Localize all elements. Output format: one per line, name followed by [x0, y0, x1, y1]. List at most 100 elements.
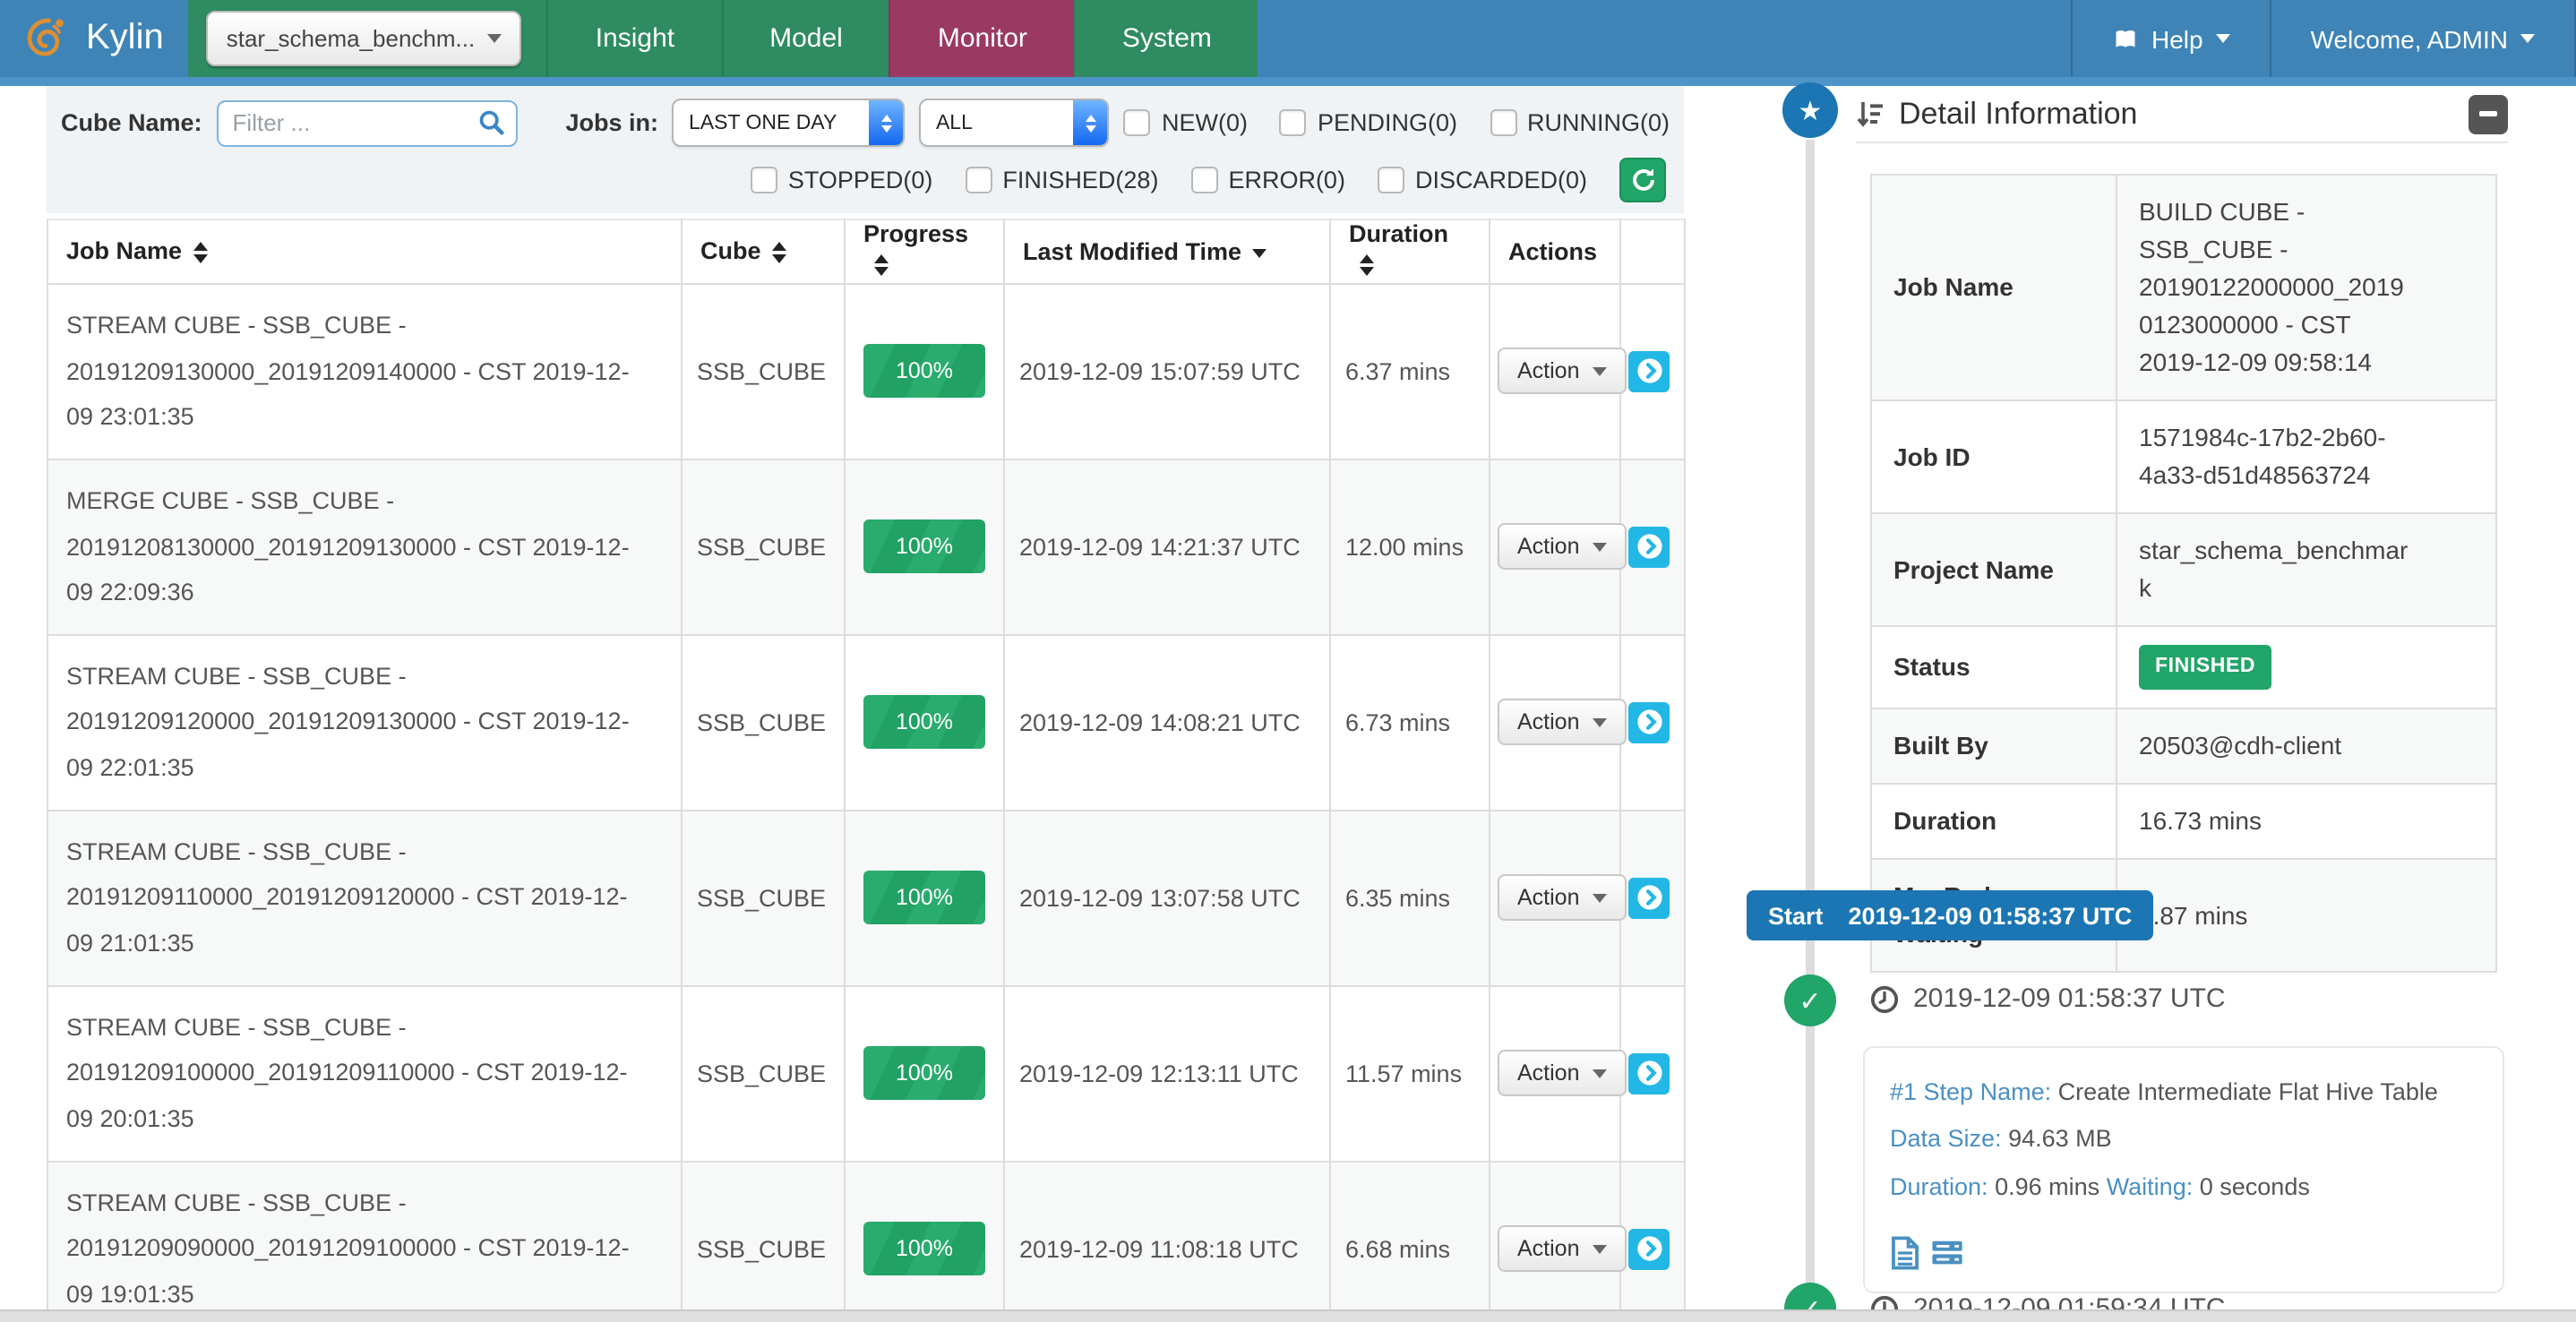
step-log-button[interactable]: [1890, 1236, 1920, 1270]
checkbox-icon[interactable]: [1490, 109, 1516, 136]
duration-cell: 6.73 mins: [1330, 635, 1490, 811]
horizontal-scrollbar[interactable]: [0, 1309, 2576, 1322]
open-detail-button[interactable]: [1628, 1228, 1670, 1269]
job-name-cell: MERGE CUBE - SSB_CUBE - 20191208130000_2…: [47, 459, 682, 635]
welcome-label: Welcome, ADMIN: [2311, 24, 2508, 53]
checkbox-icon[interactable]: [1124, 109, 1151, 136]
scope-filter-select[interactable]: ALL: [920, 99, 1110, 147]
col-cube[interactable]: Cube: [682, 219, 845, 284]
status-checkbox[interactable]: NEW(0): [1124, 109, 1248, 136]
status-checkbox[interactable]: ERROR(0): [1190, 167, 1345, 193]
progress-bar: 100%: [863, 696, 985, 750]
time-filter-select[interactable]: LAST ONE DAY: [673, 99, 906, 147]
chevron-down-icon: [1593, 543, 1607, 559]
open-detail-button[interactable]: [1628, 702, 1670, 743]
help-menu[interactable]: Help: [2071, 0, 2270, 77]
chevron-circle-right-icon: [1635, 357, 1663, 386]
start-time-value: 2019-12-09 01:58:37 UTC: [1849, 902, 2133, 929]
checkbox-icon[interactable]: [1378, 167, 1404, 193]
chevron-down-icon: [1593, 1069, 1607, 1085]
job-row[interactable]: STREAM CUBE - SSB_CUBE - 20191209100000_…: [47, 985, 1685, 1161]
open-detail-button[interactable]: [1628, 351, 1670, 392]
action-dropdown-button[interactable]: Action: [1498, 348, 1627, 395]
job-name-cell: STREAM CUBE - SSB_CUBE - 20191209090000_…: [47, 1161, 682, 1322]
action-dropdown-button[interactable]: Action: [1498, 1050, 1627, 1096]
navbar-green-section: star_schema_benchm... Insight Model Moni…: [189, 0, 1258, 77]
sort-icon: [193, 234, 207, 270]
detail-duration: 16.73 mins: [2117, 785, 2496, 860]
cube-name-label: Cube Name:: [61, 109, 202, 136]
step-card: #1 Step Name: Create Intermediate Flat H…: [1863, 1046, 2504, 1293]
job-row[interactable]: STREAM CUBE - SSB_CUBE - 20191209090000_…: [47, 1161, 1685, 1322]
status-badge: FINISHED: [2139, 645, 2271, 691]
sort-icon: [772, 234, 786, 270]
step-name-value: Create Intermediate Flat Hive Table: [2058, 1078, 2438, 1105]
detail-row: Duration 16.73 mins: [1871, 785, 2496, 860]
project-selector[interactable]: star_schema_benchm...: [207, 11, 522, 66]
status-checkbox[interactable]: FINISHED(28): [965, 167, 1158, 193]
collapse-panel-button[interactable]: [2469, 94, 2508, 133]
detail-row: Job Name BUILD CUBE - SSB_CUBE - 2019012…: [1871, 175, 2496, 400]
modified-cell: 2019-12-09 15:07:59 UTC: [1004, 284, 1330, 459]
data-size-label: Data Size:: [1890, 1126, 2002, 1153]
action-dropdown-button[interactable]: Action: [1498, 524, 1627, 571]
action-dropdown-button[interactable]: Action: [1498, 1225, 1627, 1272]
chevron-down-icon: [1593, 893, 1607, 909]
checkbox-icon[interactable]: [751, 167, 777, 193]
brand-section[interactable]: Kylin: [0, 0, 189, 77]
checkbox-icon[interactable]: [965, 167, 992, 193]
detail-mr-waiting: 3.87 mins: [2117, 860, 2496, 973]
status-checkbox[interactable]: STOPPED(0): [751, 167, 933, 193]
chevron-down-icon: [2216, 34, 2230, 50]
clock-icon: [1870, 984, 1899, 1013]
tab-system[interactable]: System: [1074, 0, 1258, 77]
status-checkbox[interactable]: DISCARDED(0): [1378, 167, 1587, 193]
step-mrjob-button[interactable]: [1929, 1236, 1965, 1270]
refresh-icon: [1629, 167, 1656, 193]
tab-insight[interactable]: Insight: [547, 0, 721, 77]
progress-bar: 100%: [863, 1222, 985, 1275]
job-row[interactable]: STREAM CUBE - SSB_CUBE - 20191209130000_…: [47, 284, 1685, 459]
job-row[interactable]: STREAM CUBE - SSB_CUBE - 20191209120000_…: [47, 635, 1685, 811]
user-menu[interactable]: Welcome, ADMIN: [2270, 0, 2576, 77]
action-dropdown-button[interactable]: Action: [1498, 874, 1627, 921]
col-job-name[interactable]: Job Name: [47, 219, 682, 284]
open-detail-button[interactable]: [1628, 877, 1670, 918]
modified-cell: 2019-12-09 14:08:21 UTC: [1004, 635, 1330, 811]
search-icon[interactable]: [478, 108, 505, 141]
detail-built-by: 20503@cdh-client: [2117, 709, 2496, 785]
kylin-monitor-page: Kylin star_schema_benchm... Insight Mode…: [0, 0, 2576, 1322]
duration-cell: 12.00 mins: [1330, 459, 1490, 635]
progress-bar: 100%: [863, 1046, 985, 1100]
job-name-cell: STREAM CUBE - SSB_CUBE - 20191209130000_…: [47, 284, 682, 459]
cube-name-filter-input[interactable]: [217, 99, 518, 146]
status-checkbox[interactable]: PENDING(0): [1280, 109, 1457, 136]
open-detail-button[interactable]: [1628, 1052, 1670, 1094]
sort-icon: [874, 247, 889, 283]
refresh-button[interactable]: [1619, 158, 1666, 202]
job-detail-table: Job Name BUILD CUBE - SSB_CUBE - 2019012…: [1870, 174, 2497, 974]
duration-cell: 11.57 mins: [1330, 985, 1490, 1161]
chevron-circle-right-icon: [1635, 1059, 1663, 1087]
chevron-down-icon: [2520, 34, 2535, 50]
job-row[interactable]: MERGE CUBE - SSB_CUBE - 20191208130000_2…: [47, 459, 1685, 635]
jobs-in-label: Jobs in:: [565, 109, 658, 136]
col-duration[interactable]: Duration: [1330, 219, 1490, 284]
step-waiting-label: Waiting:: [2107, 1172, 2194, 1199]
step-duration-label: Duration:: [1890, 1172, 1988, 1199]
checkbox-icon[interactable]: [1190, 167, 1217, 193]
tab-monitor[interactable]: Monitor: [889, 0, 1074, 77]
data-size-value: 94.63 MB: [2008, 1126, 2112, 1153]
cube-cell: SSB_CUBE: [682, 1161, 845, 1322]
col-last-modified[interactable]: Last Modified Time: [1004, 219, 1330, 284]
tab-model[interactable]: Model: [721, 0, 889, 77]
col-progress[interactable]: Progress: [845, 219, 1004, 284]
step-time-row: 2019-12-09 01:58:37 UTC: [1870, 983, 2226, 1014]
status-checkbox[interactable]: RUNNING(0): [1490, 109, 1670, 136]
chevron-circle-right-icon: [1635, 883, 1663, 912]
action-dropdown-button[interactable]: Action: [1498, 700, 1627, 746]
job-row[interactable]: STREAM CUBE - SSB_CUBE - 20191209110000_…: [47, 811, 1685, 986]
checkbox-icon[interactable]: [1280, 109, 1307, 136]
cube-cell: SSB_CUBE: [682, 811, 845, 986]
open-detail-button[interactable]: [1628, 527, 1670, 568]
